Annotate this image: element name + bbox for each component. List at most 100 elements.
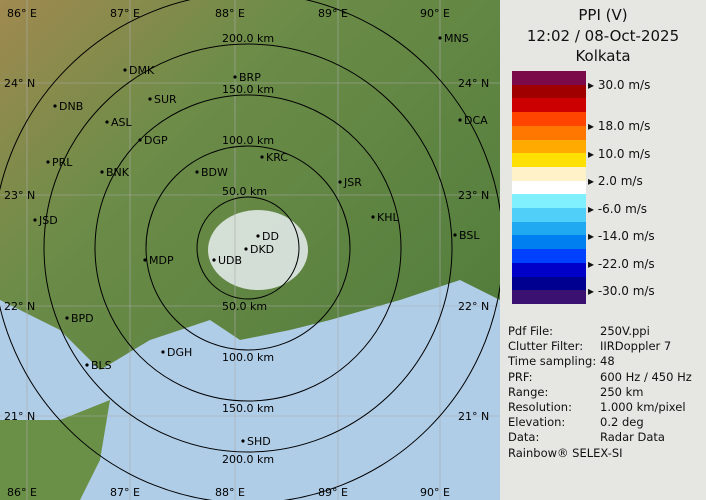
lat-label-left: 21° N: [4, 410, 35, 423]
info-key: PRF:: [508, 369, 533, 384]
info-row: PRF: 600 Hz / 450 Hz: [508, 369, 692, 384]
range-ring: [43, 43, 453, 453]
city-marker: [458, 118, 462, 122]
lon-label-top: 89° E: [318, 7, 348, 20]
city-label: KRC: [266, 151, 288, 164]
city-label: BRP: [239, 71, 261, 84]
city-label: ASL: [111, 116, 133, 129]
legend-label: ▸ -22.0 m/s: [588, 257, 655, 271]
lat-lon-grid: [0, 0, 500, 500]
range-ring: [145, 145, 351, 351]
info-key: Data:: [508, 430, 540, 445]
info-value: 1.000 km/pixel: [600, 400, 686, 414]
info-key: Resolution:: [508, 400, 572, 414]
legend-label: ▸ -30.0 m/s: [588, 284, 655, 298]
legend-swatch: [512, 139, 586, 154]
city-label: DNB: [59, 100, 83, 113]
radar-echo: [208, 210, 308, 290]
legend-swatch: [512, 276, 586, 291]
info-value: 250 km: [600, 384, 644, 399]
legend-swatch: [512, 208, 586, 222]
lon-label-bottom: 86° E: [7, 486, 37, 499]
city-label: SHD: [247, 435, 271, 448]
range-ring-label: 100.0 km: [222, 351, 274, 364]
legend-swatch: [512, 290, 586, 305]
info-value: 0.2 deg: [600, 415, 644, 430]
radar-map: 86° E 86° E 87° E 87° E 88° E 88° E 89° E 89° E…: [0, 0, 500, 500]
city-label: JSR: [343, 176, 362, 189]
range-ring-label: 150.0 km: [222, 83, 274, 96]
info-row: Data: Radar Data: [508, 430, 665, 445]
legend-swatch: [512, 180, 586, 195]
info-row: Elevation: 0.2 deg: [508, 415, 644, 429]
info-key: Pdf File:: [508, 324, 554, 338]
range-rings: [0, 0, 500, 500]
city-label: BSL: [459, 229, 480, 242]
city-label: BNK: [106, 166, 130, 179]
city-marker: [123, 68, 127, 72]
city-label: BLS: [91, 359, 112, 372]
city-marker: [46, 160, 50, 164]
lat-label-left: 22° N: [4, 300, 35, 313]
city-marker: [53, 104, 57, 108]
city-label: MNS: [444, 32, 469, 45]
city-label: MDP: [149, 254, 174, 267]
legend-swatch: [512, 221, 586, 236]
city-label: DCA: [464, 114, 488, 127]
datetime: 12:02 / 08-Oct-2025: [526, 27, 680, 45]
range-ring-label: 50.0 km: [222, 185, 267, 198]
city-marker: [338, 180, 342, 184]
legend-swatch: [512, 112, 586, 127]
info-row: Time sampling: 48: [508, 354, 615, 368]
lon-label-bottom: 87° E: [110, 486, 140, 499]
city-label: KHL: [377, 211, 399, 224]
city-marker: [438, 36, 442, 40]
city-marker: [65, 316, 69, 320]
city-marker: [33, 218, 37, 222]
city-label: DGH: [167, 346, 192, 359]
lon-label-top: 90° E: [420, 7, 450, 20]
legend-swatch: [512, 84, 586, 99]
info-row: Pdf File: 250V.ppi: [508, 324, 650, 338]
city-marker: [100, 170, 104, 174]
city-marker: [453, 233, 457, 237]
legend-swatch: [512, 71, 586, 85]
info-value: Radar Data: [600, 430, 665, 445]
city-label: DMK: [129, 64, 155, 77]
product-title: PPI (V): [578, 6, 628, 24]
legend-swatch: [512, 249, 586, 264]
sea: [0, 280, 500, 500]
info-value: 48: [600, 354, 615, 369]
lon-label-top: 86° E: [7, 7, 37, 20]
credit: Rainbow® SELEX-SI: [508, 446, 623, 460]
lat-label-right: 22° N: [458, 300, 489, 313]
lat-label-left: 24° N: [4, 77, 35, 90]
info-row: Resolution: 1.000 km/pixel: [508, 400, 686, 414]
city-marker: [143, 258, 147, 262]
lon-label-top: 87° E: [110, 7, 140, 20]
legend-label: ▸ 18.0 m/s: [588, 119, 651, 133]
city-marker: [105, 120, 109, 124]
range-ring-label: 150.0 km: [222, 402, 274, 415]
legend-label: ▸ -14.0 m/s: [588, 229, 655, 243]
range-ring-label: 50.0 km: [222, 300, 267, 313]
legend-swatch: [512, 262, 586, 277]
range-ring-label: 200.0 km: [222, 453, 274, 466]
city-marker: [241, 439, 245, 443]
info-row: Range: 250 km: [508, 385, 643, 399]
city-label: PRL: [52, 156, 73, 169]
legend-panel: PPI (V) 12:02 / 08-Oct-2025 Kolkata ▸ 30…: [500, 0, 706, 500]
legend-label: ▸ 30.0 m/s: [588, 78, 651, 92]
info-row: Clutter Filter: IIRDoppler 7: [508, 339, 671, 353]
city-marker: [161, 350, 165, 354]
city-label: UDB: [218, 254, 242, 267]
legend-label: ▸ 10.0 m/s: [588, 147, 651, 161]
range-ring-label: 100.0 km: [222, 134, 274, 147]
station-name: Kolkata: [575, 47, 631, 65]
city-marker: [233, 75, 237, 79]
city-marker: [212, 258, 216, 262]
lon-label-bottom: 89° E: [318, 486, 348, 499]
city-marker: [256, 234, 260, 238]
legend-label: ▸ -6.0 m/s: [588, 202, 648, 216]
lon-label-top: 88° E: [215, 7, 245, 20]
